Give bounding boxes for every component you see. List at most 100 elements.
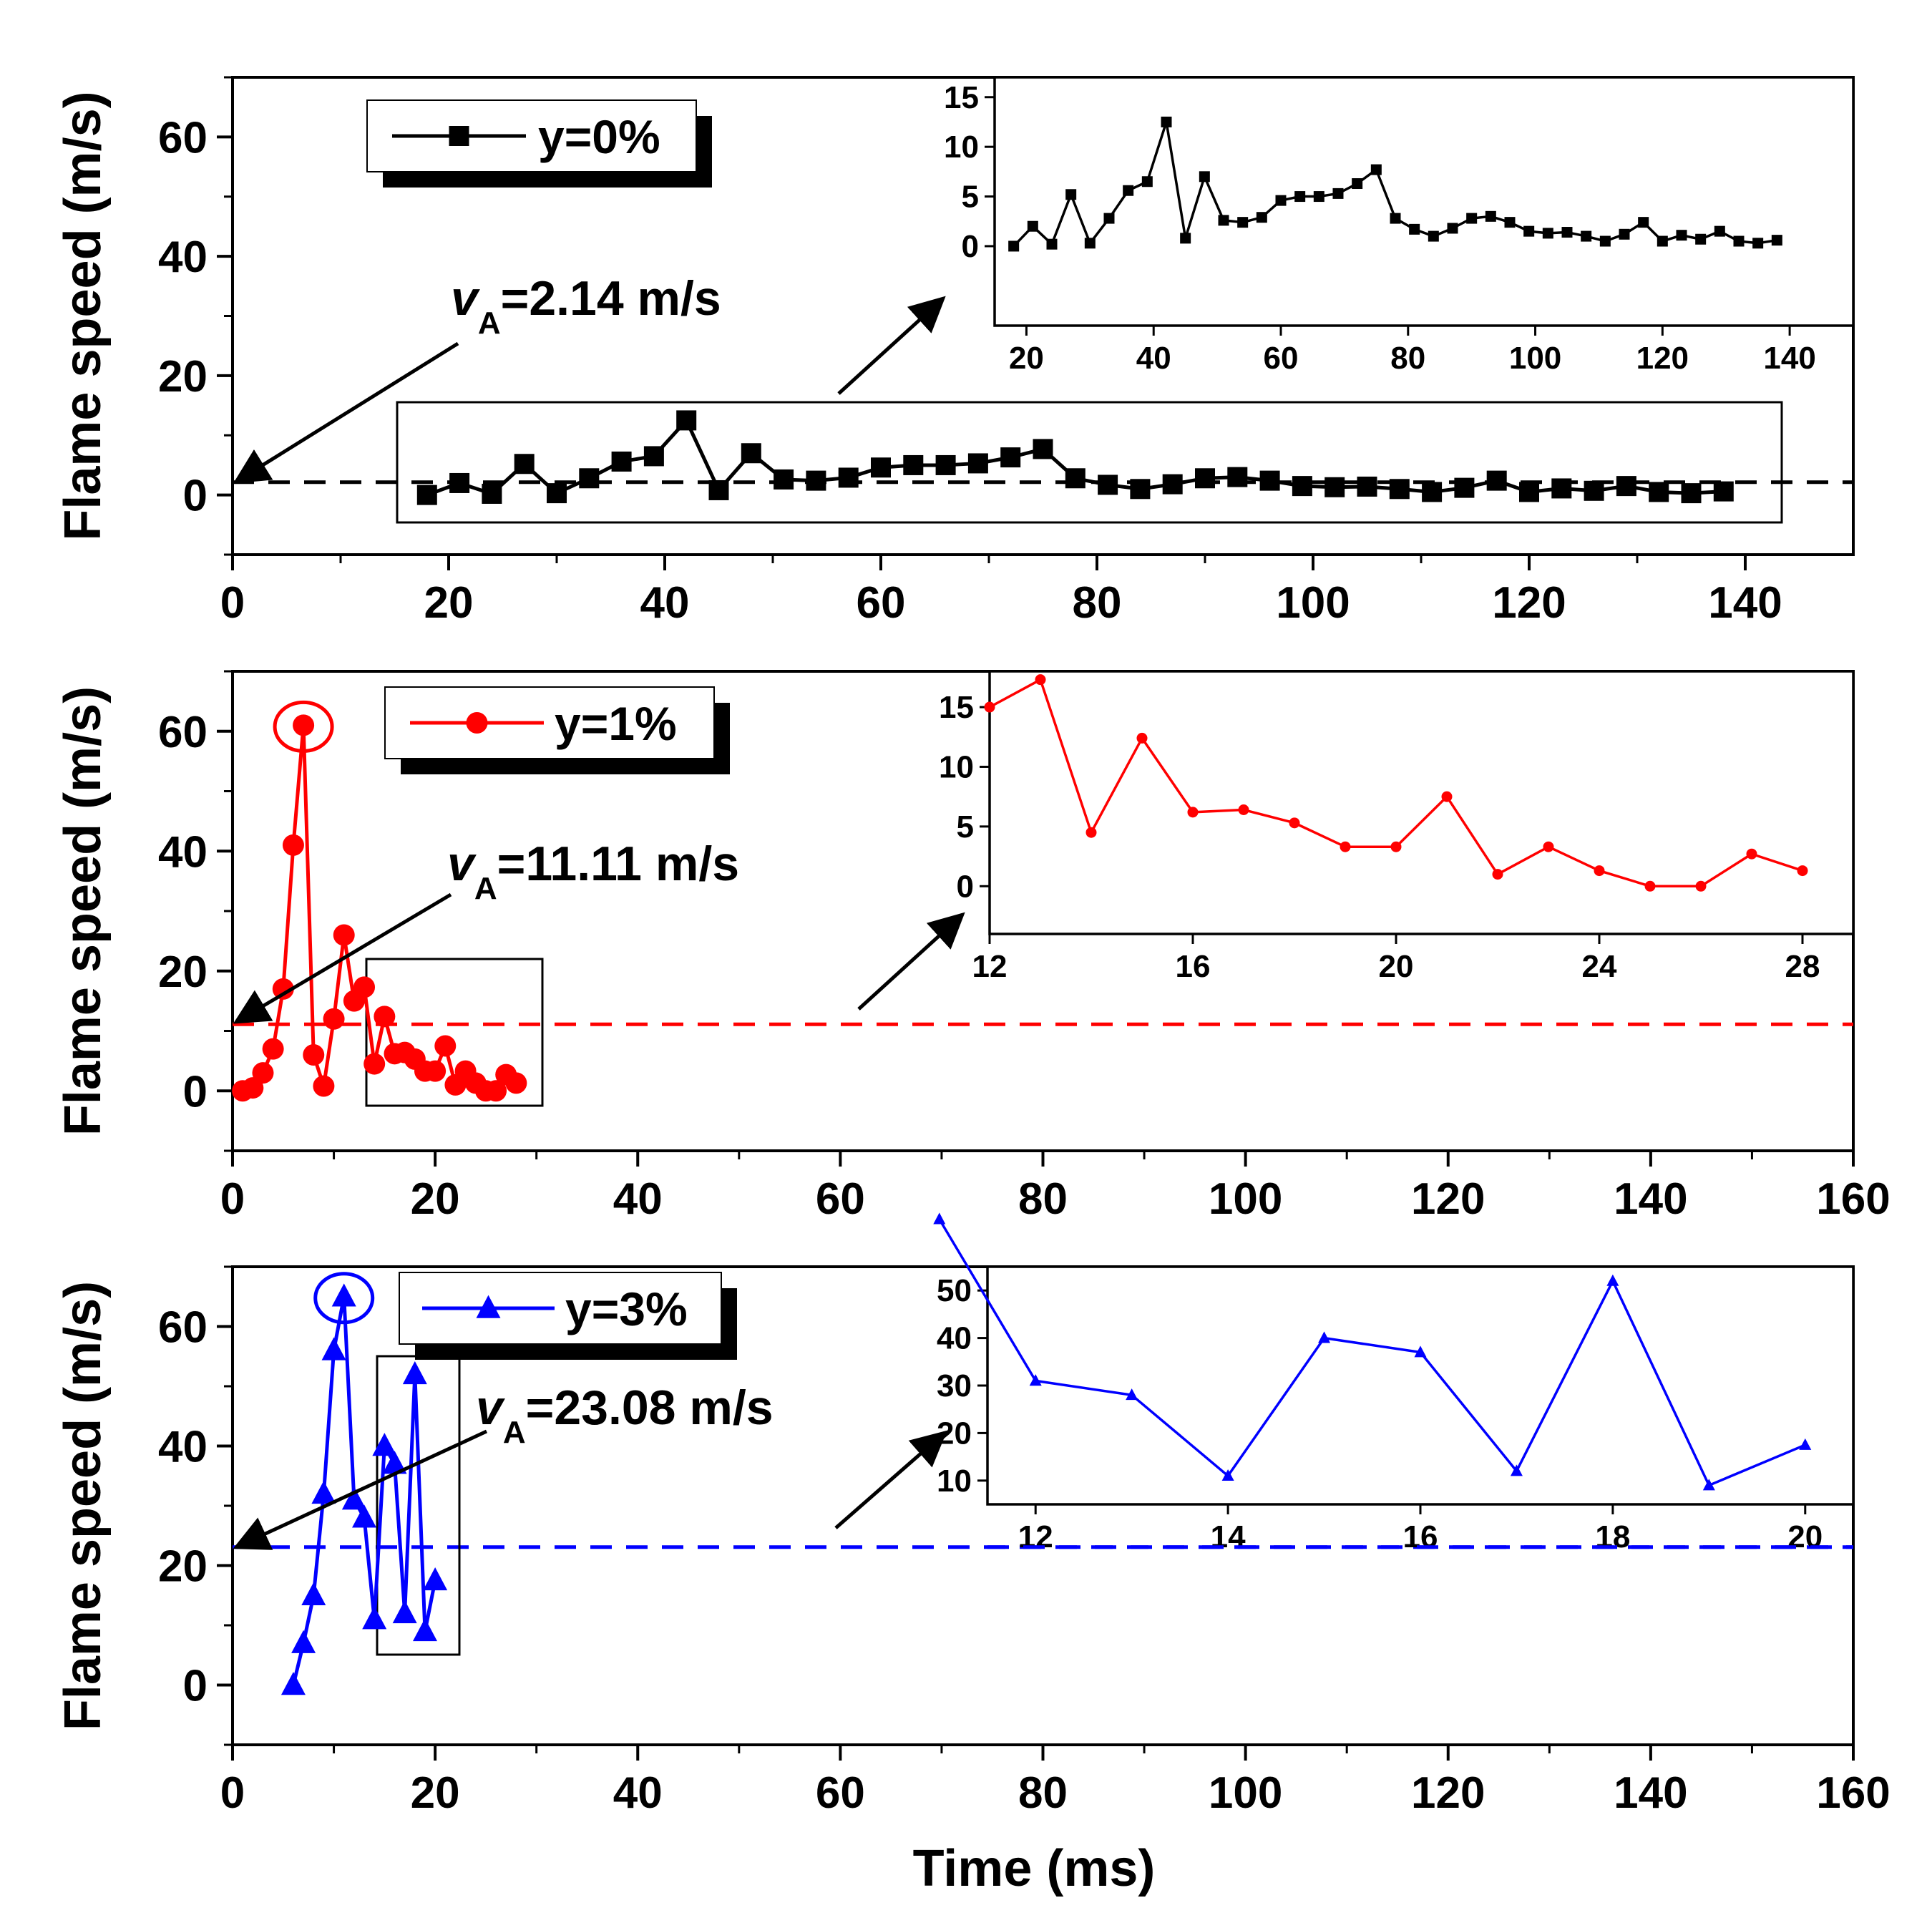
inset-x-tick-label: 18 bbox=[1595, 1519, 1630, 1554]
inset-data-point bbox=[1644, 880, 1656, 892]
legend-label: y=1% bbox=[555, 697, 677, 750]
inset-data-point bbox=[1638, 217, 1649, 228]
anno-value: =11.11 m/s bbox=[497, 837, 739, 891]
y-tick-label: 0 bbox=[183, 1662, 208, 1711]
inset-y-tick-label: 50 bbox=[937, 1273, 972, 1308]
inset-data-point bbox=[1428, 230, 1439, 242]
inset-data-point bbox=[1289, 817, 1300, 829]
data-point bbox=[547, 483, 567, 504]
data-point bbox=[741, 443, 761, 464]
data-point bbox=[293, 714, 315, 736]
inset-data-point bbox=[1126, 1388, 1138, 1401]
inset-y-tick-label: 20 bbox=[937, 1416, 972, 1451]
x-tick-label: 40 bbox=[613, 1768, 663, 1818]
inset-data-point bbox=[1447, 223, 1458, 234]
inset-data-point bbox=[1294, 191, 1306, 203]
inset-data-point bbox=[1733, 235, 1745, 247]
inset-x-tick-label: 14 bbox=[1211, 1519, 1246, 1554]
arrow-to-reference bbox=[233, 341, 459, 484]
data-point bbox=[967, 453, 988, 474]
inset-data-point bbox=[1676, 230, 1687, 241]
data-point bbox=[364, 1053, 386, 1075]
inset-data-point bbox=[1390, 841, 1402, 852]
inset-data-point bbox=[1414, 1345, 1427, 1358]
data-point bbox=[280, 1672, 306, 1695]
inset-x-tick-label: 20 bbox=[1009, 341, 1044, 376]
data-point bbox=[611, 451, 632, 472]
arrow-to-reference bbox=[233, 1429, 488, 1550]
arrow-to-reference bbox=[233, 892, 452, 1024]
y-tick-label: 40 bbox=[158, 827, 208, 877]
arrow-to-inset bbox=[837, 296, 946, 395]
inset-data-point bbox=[1141, 176, 1153, 188]
y-axis-title: Flame speed (m/s) bbox=[54, 91, 112, 540]
inset-middle: 0 5 10 15 12 16 20 24 28 bbox=[939, 670, 1855, 984]
data-point bbox=[1259, 470, 1280, 491]
legend: y=3% bbox=[399, 1272, 722, 1345]
x-tick-label: 120 bbox=[1492, 578, 1566, 628]
x-tick-label: 20 bbox=[411, 1768, 460, 1818]
data-point bbox=[1292, 476, 1312, 497]
inset-data-point bbox=[1695, 880, 1707, 892]
x-tick-label: 100 bbox=[1209, 1768, 1282, 1818]
data-point bbox=[1422, 482, 1443, 502]
data-point bbox=[1357, 476, 1377, 497]
inset-data-point bbox=[1237, 217, 1249, 228]
legend-marker bbox=[476, 1295, 501, 1318]
x-tick-label: 100 bbox=[1209, 1174, 1282, 1224]
inset-data-point bbox=[1352, 178, 1363, 190]
inset-data-point bbox=[1136, 732, 1148, 744]
x-tick-label: 80 bbox=[1018, 1768, 1068, 1818]
data-point bbox=[774, 469, 794, 490]
peak-highlight bbox=[313, 1272, 375, 1325]
inset-data-point bbox=[933, 1212, 946, 1225]
inset-data-point bbox=[1084, 238, 1096, 249]
data-point bbox=[303, 1044, 325, 1066]
inset-data-point bbox=[1123, 185, 1134, 196]
inset-data-point bbox=[1594, 865, 1605, 877]
inset-data-point bbox=[1752, 238, 1764, 249]
inset-x-tick-label: 80 bbox=[1390, 341, 1425, 376]
y-tick-label: 0 bbox=[183, 472, 208, 521]
data-point bbox=[1065, 468, 1085, 489]
x-tick-label: 0 bbox=[220, 578, 245, 628]
inset-data-point bbox=[1409, 223, 1420, 235]
reference-annotation: vA=2.14 m/s bbox=[451, 271, 721, 341]
inset-data-point bbox=[1238, 804, 1249, 816]
y-tick-label: 20 bbox=[158, 352, 208, 401]
data-point bbox=[272, 978, 294, 1000]
inset-data-point bbox=[1714, 225, 1725, 237]
y-tick-label: 40 bbox=[158, 1423, 208, 1472]
inset-x-tick-label: 140 bbox=[1763, 341, 1815, 376]
x-tick-label: 60 bbox=[816, 1174, 865, 1224]
inset-data-point bbox=[1561, 227, 1573, 238]
data-point bbox=[643, 446, 664, 467]
inset-x-tick-label: 120 bbox=[1636, 341, 1689, 376]
inset-data-point bbox=[1485, 210, 1496, 222]
inset-y-tick-label: 0 bbox=[957, 869, 974, 904]
legend-marker bbox=[466, 712, 488, 734]
x-tick-label: 20 bbox=[411, 1174, 460, 1224]
inset-y-tick-label: 10 bbox=[944, 130, 979, 165]
data-point bbox=[1162, 474, 1183, 495]
anno-subscript: A bbox=[503, 1415, 526, 1450]
anno-subscript: A bbox=[474, 871, 497, 906]
inset-data-point bbox=[1746, 848, 1757, 860]
inset-data-point bbox=[1199, 171, 1210, 182]
x-tick-label: 120 bbox=[1411, 1768, 1485, 1818]
x-tick-label: 80 bbox=[1073, 578, 1122, 628]
zoom-box bbox=[396, 401, 1783, 524]
x-tick-label: 20 bbox=[424, 578, 474, 628]
data-point bbox=[374, 1006, 396, 1028]
inset-data-point bbox=[1797, 865, 1808, 877]
x-tick-label: 40 bbox=[640, 578, 690, 628]
inset-y-tick-label: 15 bbox=[939, 690, 974, 725]
arrow-to-inset bbox=[834, 1430, 947, 1529]
inset-data-point bbox=[1771, 235, 1782, 246]
inset-y-tick-label: 0 bbox=[962, 229, 979, 264]
inset-x-tick-label: 60 bbox=[1264, 341, 1299, 376]
inset-top: 0 5 10 15 20 40 60 80 100 120 140 bbox=[944, 76, 1855, 376]
legend-label: y=3% bbox=[565, 1282, 688, 1335]
